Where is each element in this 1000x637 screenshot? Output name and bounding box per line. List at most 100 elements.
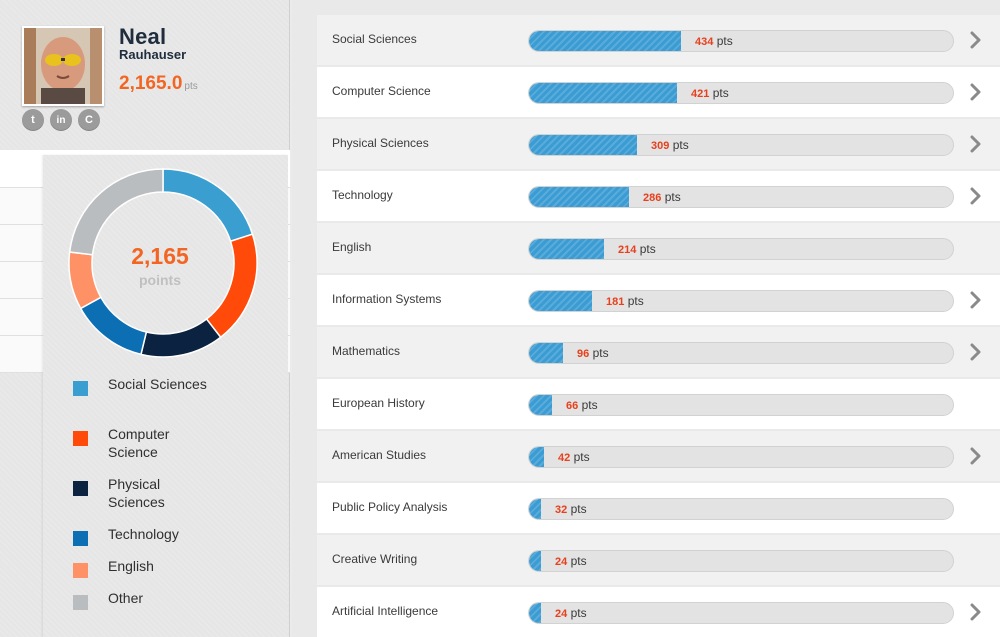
points-unit: pts — [570, 606, 587, 620]
points-bar-fill — [529, 135, 637, 155]
chevron-right-icon[interactable] — [968, 135, 984, 153]
twitter-icon[interactable]: t — [22, 109, 44, 131]
points-bar: 96 pts — [528, 342, 954, 364]
points-value: 32 — [555, 504, 568, 516]
points-bar-fill — [529, 551, 541, 571]
points-bar: 32 pts — [528, 498, 954, 520]
legend-label: Social Sciences — [108, 376, 207, 392]
legend-label: Technology — [108, 526, 179, 542]
points-unit: pts — [639, 242, 656, 256]
points-value: 434 — [695, 36, 714, 48]
legend-swatch — [73, 595, 88, 610]
user-last-name: Rauhauser — [119, 47, 187, 62]
points-bar-fill — [529, 395, 552, 415]
chevron-right-icon[interactable] — [968, 603, 984, 621]
points-summary-card: 2,165 points Social Sciences Computer Sci… — [43, 155, 288, 637]
subject-row[interactable]: Technology 286 pts — [317, 171, 1000, 221]
points-value: 66 — [566, 400, 579, 412]
points-value: 24 — [555, 556, 568, 568]
chevron-right-icon[interactable] — [968, 187, 984, 205]
avatar[interactable] — [22, 26, 104, 106]
points-bar: 421 pts — [528, 82, 954, 104]
user-points-unit: pts — [184, 81, 198, 92]
points-bar-fill — [529, 239, 604, 259]
points-unit: pts — [592, 346, 609, 360]
subject-row: Public Policy Analysis 32 pts — [317, 483, 1000, 533]
points-unit: pts — [664, 190, 681, 204]
points-bar-fill — [529, 83, 677, 103]
subject-row[interactable]: Physical Sciences 309 pts — [317, 119, 1000, 169]
points-bar-label: 32 pts — [555, 502, 587, 516]
subject-name: European History — [332, 396, 425, 410]
points-unit: pts — [716, 34, 733, 48]
points-unit: pts — [581, 398, 598, 412]
subject-row[interactable]: Computer Science 421 pts — [317, 67, 1000, 117]
points-bar: 24 pts — [528, 550, 954, 572]
points-bar-label: 181 pts — [606, 294, 644, 308]
subject-name: Social Sciences — [332, 32, 417, 46]
subject-row: Creative Writing 24 pts — [317, 535, 1000, 585]
subject-row[interactable]: Artificial Intelligence 24 pts — [317, 587, 1000, 637]
left-panel: Neal Rauhauser 2,165.0 pts t in C 2,165 p… — [0, 0, 290, 637]
points-value: 24 — [555, 608, 568, 620]
user-first-name: Neal — [119, 24, 167, 49]
points-bar-fill — [529, 447, 544, 467]
subject-row[interactable]: American Studies 42 pts — [317, 431, 1000, 481]
chevron-right-icon[interactable] — [968, 447, 984, 465]
profile-card: Neal Rauhauser 2,165.0 pts t in C — [0, 0, 290, 150]
points-bar-label: 24 pts — [555, 606, 587, 620]
points-bar: 214 pts — [528, 238, 954, 260]
points-bar-fill — [529, 499, 541, 519]
subject-name: English — [332, 240, 372, 254]
linkedin-icon[interactable]: in — [50, 109, 72, 131]
points-unit: pts — [570, 502, 587, 516]
points-bar-label: 434 pts — [695, 34, 733, 48]
points-value: 181 — [606, 296, 625, 308]
points-bar-fill — [529, 343, 563, 363]
subject-row[interactable]: Mathematics 96 pts — [317, 327, 1000, 377]
points-bar-fill — [529, 31, 681, 51]
points-bar: 66 pts — [528, 394, 954, 416]
subject-row[interactable]: Social Sciences 434 pts — [317, 15, 1000, 65]
legend-label: Computer Science — [108, 426, 170, 460]
points-value: 421 — [691, 88, 710, 100]
chevron-right-icon[interactable] — [968, 343, 984, 361]
points-unit: pts — [712, 86, 729, 100]
legend-swatch — [73, 381, 88, 396]
subject-row: English 214 pts — [317, 223, 1000, 273]
donut-total: 2,165 — [131, 243, 189, 269]
points-bar-label: 421 pts — [691, 86, 729, 100]
points-bar-label: 309 pts — [651, 138, 689, 152]
points-bar-label: 66 pts — [566, 398, 598, 412]
subject-name: Artificial Intelligence — [332, 604, 439, 618]
subject-name: Mathematics — [332, 344, 401, 358]
legend-swatch — [73, 563, 88, 578]
points-bar: 24 pts — [528, 602, 954, 624]
subject-name: Physical Sciences — [332, 136, 429, 150]
points-bar-label: 96 pts — [577, 346, 609, 360]
points-value: 42 — [558, 452, 571, 464]
legend-swatch — [73, 431, 88, 446]
donut-slice-physical-sciences — [140, 318, 222, 358]
subject-row: European History 66 pts — [317, 379, 1000, 429]
chevron-right-icon[interactable] — [968, 31, 984, 49]
points-bar: 434 pts — [528, 30, 954, 52]
klout-icon[interactable]: C — [78, 109, 100, 131]
subject-name: Public Policy Analysis — [332, 500, 448, 514]
points-value: 286 — [643, 192, 662, 204]
legend-label: Other — [108, 590, 144, 606]
points-unit: pts — [672, 138, 689, 152]
points-bar-fill — [529, 187, 629, 207]
donut-unit: points — [139, 272, 181, 288]
subject-row[interactable]: Information Systems 181 pts — [317, 275, 1000, 325]
points-bar-label: 214 pts — [618, 242, 656, 256]
chevron-right-icon[interactable] — [968, 291, 984, 309]
chevron-right-icon[interactable] — [968, 83, 984, 101]
points-bar-fill — [529, 291, 592, 311]
points-bar: 42 pts — [528, 446, 954, 468]
subject-name: Creative Writing — [332, 552, 418, 566]
points-unit: pts — [570, 554, 587, 568]
subject-name: Computer Science — [332, 84, 431, 98]
points-value: 96 — [577, 348, 590, 360]
legend-label: Physical Sciences — [108, 476, 165, 510]
